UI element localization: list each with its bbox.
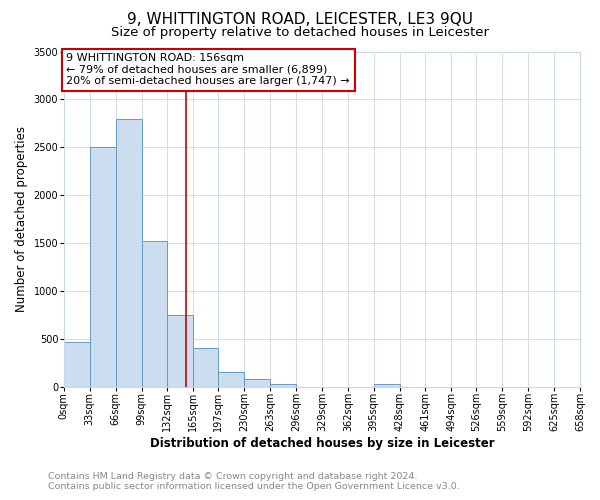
Text: Contains HM Land Registry data © Crown copyright and database right 2024.
Contai: Contains HM Land Registry data © Crown c… xyxy=(48,472,460,491)
X-axis label: Distribution of detached houses by size in Leicester: Distribution of detached houses by size … xyxy=(149,437,494,450)
Bar xyxy=(193,348,218,387)
Bar xyxy=(218,372,244,386)
Bar xyxy=(270,384,296,386)
Bar xyxy=(90,147,116,386)
Text: 9, WHITTINGTON ROAD, LEICESTER, LE3 9QU: 9, WHITTINGTON ROAD, LEICESTER, LE3 9QU xyxy=(127,12,473,28)
Text: 9 WHITTINGTON ROAD: 156sqm
← 79% of detached houses are smaller (6,899)
20% of s: 9 WHITTINGTON ROAD: 156sqm ← 79% of deta… xyxy=(67,53,350,86)
Bar xyxy=(142,241,167,386)
Bar xyxy=(167,314,193,386)
Bar xyxy=(244,379,270,386)
Bar xyxy=(64,342,90,386)
Y-axis label: Number of detached properties: Number of detached properties xyxy=(15,126,28,312)
Bar xyxy=(116,118,142,386)
Text: Size of property relative to detached houses in Leicester: Size of property relative to detached ho… xyxy=(111,26,489,39)
Bar xyxy=(374,384,400,386)
